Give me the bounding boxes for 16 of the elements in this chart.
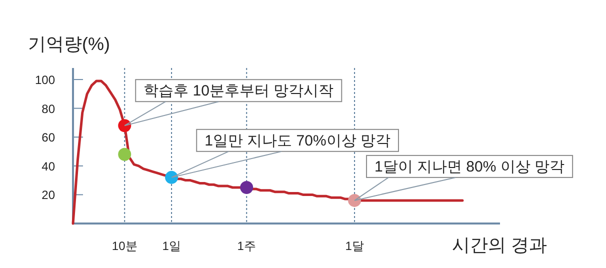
y-tick-label: 20 [42,188,56,202]
y-tick-label: 100 [34,73,56,88]
x-tick-label: 10분 [112,239,138,253]
y-tick-label: 80 [42,102,56,116]
annotation: 학습후 10분후부터 망각시작 [144,82,334,100]
x-axis-title: 시간의 경과 [452,235,548,255]
x-tick-label: 1일 [162,239,181,253]
callout: 학습후 10분후부터 망각시작 [124,79,342,126]
y-axis-title: 기억량(%) [28,34,110,54]
annotation: 1달이 지나면 80% 이상 망각 [374,158,565,176]
y-tick-label: 40 [42,159,56,174]
y-tick-label: 60 [42,130,56,145]
x-tick-label: 1달 [345,239,364,253]
callout: 1달이 지나면 80% 이상 망각 [354,154,574,201]
x-tick-label: 1주 [237,239,256,253]
annotation: 1일만 지나도 70%이상 망각 [204,132,390,150]
